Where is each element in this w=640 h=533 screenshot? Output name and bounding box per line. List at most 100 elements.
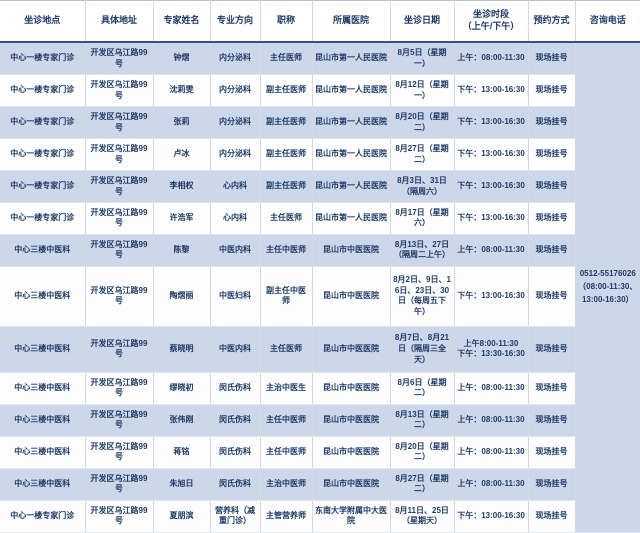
cell-booking: 现场挂号 bbox=[528, 500, 575, 533]
cell-time: 下午：13:00-16:30 bbox=[454, 266, 529, 327]
cell-specialty: 闵氏伤科 bbox=[210, 468, 261, 501]
cell-hospital: 昆山市中医医院 bbox=[312, 372, 391, 405]
cell-expert-name: 蔡晓明 bbox=[153, 326, 211, 374]
cell-location: 中心三楼中医科 bbox=[0, 326, 86, 374]
cell-specialty: 中医内科 bbox=[210, 326, 261, 374]
cell-hospital: 昆山市中医医院 bbox=[312, 326, 391, 374]
cell-title: 主任医师 bbox=[260, 326, 313, 374]
cell-hospital: 昆山市中医医院 bbox=[312, 266, 391, 327]
header-address: 具体地址 bbox=[85, 0, 154, 43]
cell-address: 开发区乌江路99号 bbox=[85, 202, 154, 235]
cell-specialty: 闵氏伤科 bbox=[210, 436, 261, 469]
cell-hospital: 昆山市第一人民医院 bbox=[312, 42, 391, 76]
cell-time: 上午：08:00-11:30 bbox=[454, 234, 529, 267]
cell-expert-name: 沈莉雯 bbox=[153, 74, 211, 108]
cell-date: 8月3日、31日（隔周六） bbox=[390, 170, 455, 203]
cell-expert-name: 李相权 bbox=[153, 170, 211, 203]
cell-address: 开发区乌江路99号 bbox=[85, 74, 154, 108]
cell-specialty: 心内科 bbox=[210, 202, 261, 235]
cell-booking: 现场挂号 bbox=[528, 234, 575, 267]
cell-location: 中心三楼中医科 bbox=[0, 436, 86, 469]
cell-hospital: 昆山市第一人民医院 bbox=[312, 106, 391, 140]
cell-title: 副主任医师 bbox=[260, 170, 313, 203]
cell-phone: 0512-55176026 （08:00-11:30、13:00-16:30） bbox=[574, 42, 640, 533]
cell-date: 8月27日（星期二） bbox=[390, 468, 455, 501]
cell-title: 副主任医师 bbox=[260, 138, 313, 172]
cell-date: 8月11日、25日（星期天） bbox=[390, 500, 455, 533]
cell-time: 下午：13:00-16:30 bbox=[454, 202, 529, 235]
cell-title: 主任中医师 bbox=[260, 234, 313, 267]
header-expert-name: 专家姓名 bbox=[153, 0, 211, 43]
cell-location: 中心三楼中医科 bbox=[0, 468, 86, 501]
cell-location: 中心三楼中医科 bbox=[0, 234, 86, 267]
cell-booking: 现场挂号 bbox=[528, 372, 575, 405]
table-row: 中心三楼中医科 开发区乌江路99号 陶熠丽 中医妇科 副主任中医师 昆山市中医医… bbox=[0, 266, 640, 327]
cell-location: 中心三楼中医科 bbox=[0, 372, 86, 405]
table-row: 中心三楼中医科 开发区乌江路99号 缪晓初 闵氏伤科 主治中医生 昆山市中医医院… bbox=[0, 372, 640, 405]
table-row: 中心三楼中医科 开发区乌江路99号 朱旭日 闵氏伤科 主治中医师 昆山市中医医院… bbox=[0, 468, 640, 501]
cell-address: 开发区乌江路99号 bbox=[85, 106, 154, 140]
cell-specialty: 心内科 bbox=[210, 170, 261, 203]
cell-specialty: 中医内科 bbox=[210, 234, 261, 267]
cell-date: 8月13日、27日（隔周二上午） bbox=[390, 234, 455, 267]
cell-date: 8月20日（星期二） bbox=[390, 436, 455, 469]
cell-expert-name: 钟熠 bbox=[153, 42, 211, 76]
header-title: 职称 bbox=[260, 0, 313, 43]
cell-time: 下午：13:00-16:30 bbox=[454, 74, 529, 108]
cell-hospital: 东南大学附属中大医院 bbox=[312, 500, 391, 533]
table-row: 中心一楼专家门诊 开发区乌江路99号 许浩军 心内科 主任医师 昆山市第一人民医… bbox=[0, 202, 640, 235]
cell-date: 8月27日（星期二） bbox=[390, 138, 455, 172]
cell-time: 上午8:00-11:30 下午：13:30-16:30 bbox=[454, 326, 529, 374]
cell-date: 8月7日、8月21日（隔周三全天） bbox=[390, 326, 455, 374]
header-date: 坐诊日期 bbox=[390, 0, 455, 43]
cell-location: 中心一楼专家门诊 bbox=[0, 42, 86, 76]
cell-title: 主任医师 bbox=[260, 42, 313, 76]
cell-address: 开发区乌江路99号 bbox=[85, 326, 154, 374]
cell-date: 8月13日（星期二） bbox=[390, 404, 455, 437]
cell-address: 开发区乌江路99号 bbox=[85, 468, 154, 501]
header-time: 坐诊时段 （上午/下午） bbox=[454, 0, 529, 43]
header-location: 坐诊地点 bbox=[0, 0, 86, 43]
header-row: 坐诊地点 具体地址 专家姓名 专业方向 职称 所属医院 坐诊日期 坐诊时段 （上… bbox=[0, 0, 640, 43]
cell-time: 上午：08:00-11:30 bbox=[454, 404, 529, 437]
cell-expert-name: 陶熠丽 bbox=[153, 266, 211, 327]
cell-booking: 现场挂号 bbox=[528, 170, 575, 203]
cell-booking: 现场挂号 bbox=[528, 138, 575, 172]
cell-address: 开发区乌江路99号 bbox=[85, 234, 154, 267]
cell-booking: 现场挂号 bbox=[528, 106, 575, 140]
cell-hospital: 昆山市中医医院 bbox=[312, 436, 391, 469]
cell-title: 主治中医生 bbox=[260, 372, 313, 405]
cell-location: 中心一楼专家门诊 bbox=[0, 74, 86, 108]
cell-date: 8月12日（星期一） bbox=[390, 74, 455, 108]
cell-booking: 现场挂号 bbox=[528, 404, 575, 437]
cell-location: 中心三楼中医科 bbox=[0, 266, 86, 327]
cell-location: 中心一楼专家门诊 bbox=[0, 500, 86, 533]
cell-booking: 现场挂号 bbox=[528, 74, 575, 108]
cell-location: 中心一楼专家门诊 bbox=[0, 202, 86, 235]
header-specialty: 专业方向 bbox=[210, 0, 261, 43]
cell-hospital: 昆山市第一人民医院 bbox=[312, 74, 391, 108]
cell-location: 中心三楼中医科 bbox=[0, 404, 86, 437]
cell-location: 中心一楼专家门诊 bbox=[0, 138, 86, 172]
cell-specialty: 中医妇科 bbox=[210, 266, 261, 327]
cell-specialty: 内分泌科 bbox=[210, 138, 261, 172]
cell-address: 开发区乌江路99号 bbox=[85, 436, 154, 469]
cell-time: 下午：13:00-16:30 bbox=[454, 106, 529, 140]
table-row: 中心一楼专家门诊 开发区乌江路99号 钟熠 内分泌科 主任医师 昆山市第一人民医… bbox=[0, 42, 640, 533]
cell-time: 上午：08:00-11:30 bbox=[454, 468, 529, 501]
cell-expert-name: 张伟刚 bbox=[153, 404, 211, 437]
cell-date: 8月2日、9日、16日、23日、30日（每周五下午） bbox=[390, 266, 455, 327]
cell-booking: 现场挂号 bbox=[528, 266, 575, 327]
cell-date: 8月6日（星期二） bbox=[390, 372, 455, 405]
cell-location: 中心一楼专家门诊 bbox=[0, 170, 86, 203]
cell-time: 下午：13:00-16:30 bbox=[454, 138, 529, 172]
table-row: 中心一楼专家门诊 开发区乌江路99号 夏朋滨 营养科（减重门诊） 主管营养师 东… bbox=[0, 500, 640, 533]
cell-time: 下午：13:00-16:30 bbox=[454, 500, 529, 533]
cell-time: 下午：13:00-16:30 bbox=[454, 170, 529, 203]
header-hospital: 所属医院 bbox=[312, 0, 391, 43]
cell-booking: 现场挂号 bbox=[528, 468, 575, 501]
cell-booking: 现场挂号 bbox=[528, 42, 576, 76]
cell-hospital: 昆山市第一人民医院 bbox=[312, 202, 391, 235]
cell-hospital: 昆山市中医医院 bbox=[312, 234, 391, 267]
